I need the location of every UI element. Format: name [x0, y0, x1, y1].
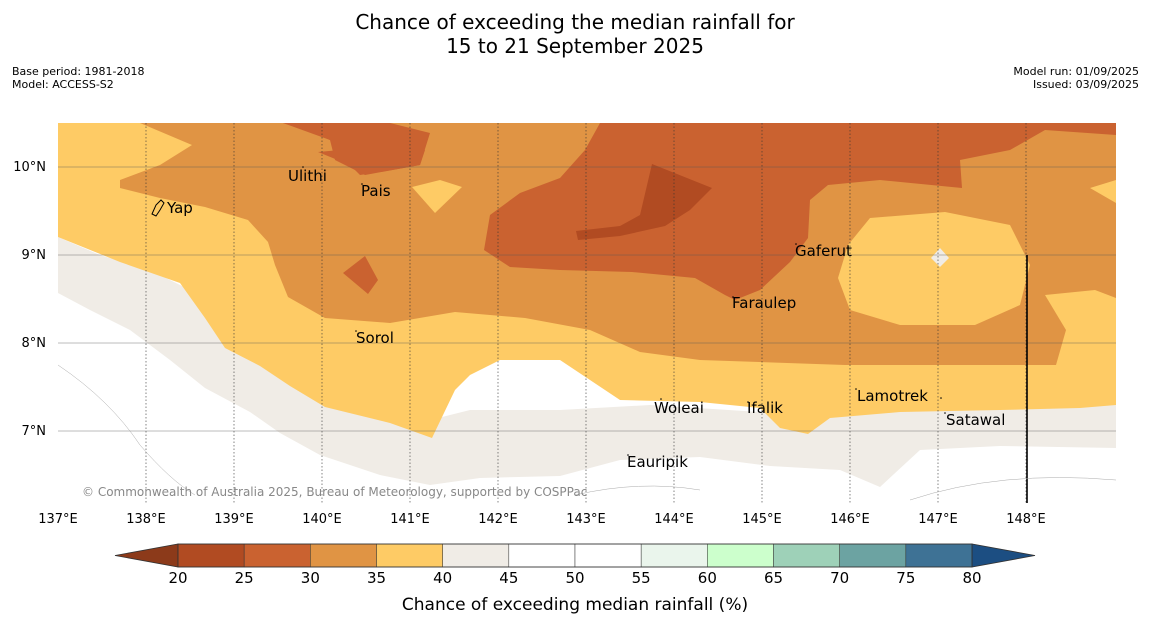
place-label-yap: Yap [166, 199, 193, 217]
model-run-text: Model run: 01/09/2025 [1013, 65, 1139, 78]
colorbar-tick-35: 35 [367, 569, 386, 587]
colorbar-segment-c60_65 [707, 543, 774, 568]
place-markers [302, 166, 946, 456]
colorbar-tick-labels: 20 25 30 35 40 45 50 55 60 65 70 75 80 [168, 569, 981, 587]
colorbar-tick-25: 25 [235, 569, 254, 587]
longitude-labels: 137°E 138°E 139°E 140°E 141°E 142°E 143°… [38, 512, 1046, 527]
lat-label-10n: 10°N [13, 160, 46, 175]
yap-island-shape [151, 199, 165, 217]
colorbar-tick-55: 55 [632, 569, 651, 587]
probability-map-area: Yap Ulithi Pais Gaferut Faraulep Sorol W… [58, 123, 1116, 503]
colorbar-tick-65: 65 [764, 569, 783, 587]
colorbar-tick-50: 50 [565, 569, 584, 587]
model-name-text: Model: ACCESS-S2 [12, 78, 114, 91]
colorbar-tick-20: 20 [168, 569, 187, 587]
colorbar-outline [177, 543, 973, 568]
place-label-pais: Pais [361, 182, 391, 200]
lat-label-7n: 7°N [22, 424, 47, 439]
map-gridlines [145, 123, 1027, 503]
colorbar-tick-75: 75 [896, 569, 915, 587]
lon-label-146e: 146°E [830, 512, 870, 527]
place-label-faraulep: Faraulep [732, 294, 796, 312]
place-labels: Yap Ulithi Pais Gaferut Faraulep Sorol W… [166, 167, 1005, 471]
band-25-30 [283, 123, 1116, 300]
band-40-45 [58, 237, 1116, 487]
latitude-gridlines [58, 166, 1116, 432]
lon-label-145e: 145°E [742, 512, 782, 527]
place-label-ifalik: Ifalik [747, 399, 783, 417]
lon-label-144e: 144°E [654, 512, 694, 527]
map-title-line1: Chance of exceeding the median rainfall … [355, 10, 795, 34]
band-35-40-north-island [412, 180, 462, 213]
colorbar-tick-30: 30 [301, 569, 320, 587]
lon-label-141e: 141°E [390, 512, 430, 527]
colorbar-segment-c40_45 [442, 543, 510, 568]
faint-contour-southeast [909, 477, 1116, 501]
lon-label-139e: 139°E [214, 512, 254, 527]
colorbar-segment-c35_40 [376, 543, 443, 568]
colorbar-segment-c20_25 [177, 543, 245, 568]
lon-label-148e: 148°E [1006, 512, 1046, 527]
map-title-line2: 15 to 21 September 2025 [446, 34, 704, 58]
colorbar-segments [177, 543, 973, 568]
colorbar-segment-c25_30 [243, 543, 311, 568]
colorbar-tick-70: 70 [830, 569, 849, 587]
place-label-lamotrek: Lamotrek [857, 387, 928, 405]
place-label-gaferut: Gaferut [795, 242, 852, 260]
colorbar-segment-c50_55 [574, 543, 642, 568]
place-label-sorol: Sorol [356, 329, 394, 347]
colorbar-segment-c30_35 [310, 543, 377, 568]
place-label-woleai: Woleai [654, 399, 704, 417]
lon-label-137e: 137°E [38, 512, 78, 527]
faint-contour-west [58, 364, 196, 496]
colorbar-tick-80: 80 [962, 569, 981, 587]
lon-label-143e: 143°E [566, 512, 606, 527]
lon-label-140e: 140°E [302, 512, 342, 527]
colorbar-segment-c45_50 [508, 543, 576, 568]
faint-contour-south [574, 485, 701, 496]
colorbar-segment-c55_60 [640, 543, 708, 568]
place-label-eauripik: Eauripik [627, 453, 688, 471]
colorbar-segment-c75_80 [905, 543, 973, 568]
latitude-labels: 10°N 9°N 8°N 7°N [13, 160, 46, 439]
lon-label-138e: 138°E [126, 512, 166, 527]
band-35-40-east-island [838, 212, 1030, 325]
lat-label-9n: 9°N [22, 248, 47, 263]
copyright-text: © Commonwealth of Australia 2025, Bureau… [82, 485, 587, 499]
colorbar-legend: 20 25 30 35 40 45 50 55 60 65 70 75 80 Chance of exc… [114, 543, 1036, 615]
band-35-40-northeast-edge [1090, 180, 1116, 203]
issued-date-text: Issued: 03/09/2025 [1032, 78, 1139, 91]
band-20-25 [576, 164, 712, 240]
lat-label-8n: 8°N [22, 336, 47, 351]
band-25-30-small-patch [343, 256, 378, 294]
band-25-30-north-blob [283, 123, 430, 175]
colorbar-above-arrow [971, 543, 1036, 568]
colorbar-tick-40: 40 [433, 569, 452, 587]
colorbar-label: Chance of exceeding median rainfall (%) [402, 595, 748, 615]
base-period-text: Base period: 1981-2018 [12, 65, 145, 78]
colorbar-segment-c65_70 [773, 543, 840, 568]
lon-label-147e: 147°E [918, 512, 958, 527]
band-40-45-spot [931, 248, 949, 267]
colorbar-tick-45: 45 [499, 569, 518, 587]
place-label-satawal: Satawal [946, 411, 1005, 429]
colorbar-below-arrow [114, 543, 179, 568]
lon-label-142e: 142°E [478, 512, 518, 527]
colorbar-segment-c70_75 [839, 543, 907, 568]
place-label-ulithi: Ulithi [288, 167, 327, 185]
colorbar-tick-60: 60 [698, 569, 717, 587]
